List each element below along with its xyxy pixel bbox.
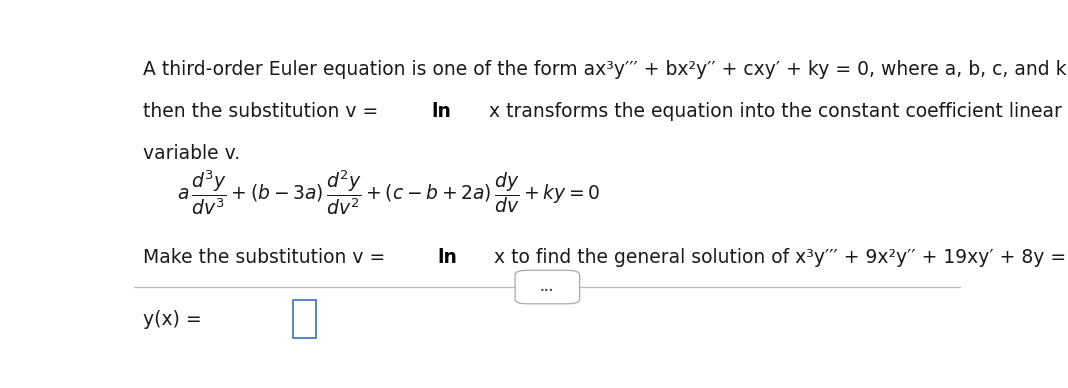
Text: then the substitution v =: then the substitution v = (143, 102, 384, 121)
Text: $a\,\dfrac{d^3y}{dv^3} + (b-3a)\,\dfrac{d^2y}{dv^2} + (c-b+2a)\,\dfrac{dy}{dv} +: $a\,\dfrac{d^3y}{dv^3} + (b-3a)\,\dfrac{… (176, 168, 600, 217)
Text: y(x) =: y(x) = (143, 310, 202, 329)
FancyBboxPatch shape (515, 270, 580, 304)
Text: ln: ln (437, 248, 457, 267)
Text: Make the substitution v =: Make the substitution v = (143, 248, 392, 267)
Text: variable v.: variable v. (143, 144, 240, 163)
Text: x to find the general solution of x³y′′′ + 9x²y′′ + 19xy′ + 8y = 0 for x > 0.: x to find the general solution of x³y′′′… (488, 248, 1068, 267)
Text: ln: ln (431, 102, 452, 121)
Text: A third-order Euler equation is one of the form ax³y′′′ + bx²y′′ + cxy′ + ky = 0: A third-order Euler equation is one of t… (143, 60, 1068, 79)
FancyBboxPatch shape (293, 300, 316, 338)
Text: x transforms the equation into the constant coefficient linear equation below, w: x transforms the equation into the const… (484, 102, 1068, 121)
Text: ...: ... (540, 281, 554, 294)
